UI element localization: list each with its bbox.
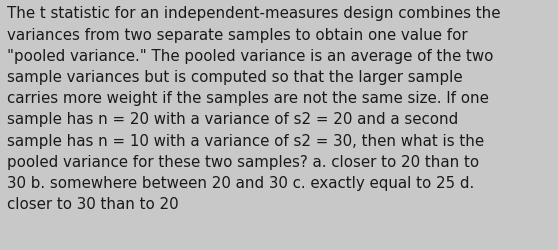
Text: The t statistic for an independent-measures design combines the
variances from t: The t statistic for an independent-measu… [7, 6, 500, 212]
